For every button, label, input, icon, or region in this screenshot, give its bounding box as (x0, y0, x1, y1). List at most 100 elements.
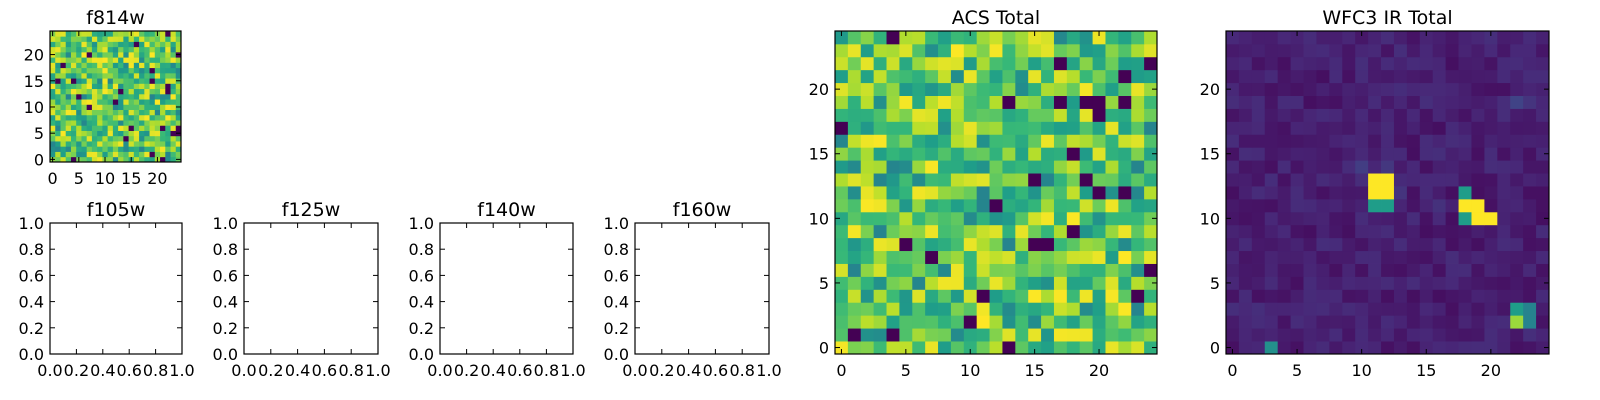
heatmap-cell (1406, 198, 1421, 213)
heatmap-cell (170, 120, 177, 126)
heatmap-cell (1368, 341, 1382, 355)
heatmap-cell (1028, 121, 1042, 135)
heatmap-cell (128, 141, 135, 147)
heatmap-cell (1445, 134, 1459, 148)
heatmap-cell (128, 46, 135, 53)
heatmap-cell (1015, 211, 1029, 226)
heatmap-cell (86, 146, 93, 152)
heatmap-cell (55, 146, 61, 152)
heatmap-cell (835, 328, 849, 342)
heatmap-cell (1303, 173, 1317, 187)
heatmap-cell (1264, 302, 1279, 316)
panel-1: 0.0 0.2 0.4 0.6 0.8 1.00.00.20.40.60.81.0f105… (19, 199, 195, 380)
heatmap-cell (1079, 315, 1093, 329)
heatmap-cell (1290, 108, 1304, 122)
heatmap-cell (963, 302, 978, 316)
heatmap-cell (1406, 186, 1421, 200)
heatmap-cell (1368, 69, 1382, 84)
heatmap-cell (1523, 198, 1537, 213)
heatmap-cell (1536, 224, 1550, 239)
heatmap-cell (154, 104, 161, 110)
heatmap-cell (1053, 302, 1068, 316)
heatmap-cell (1368, 289, 1382, 303)
heatmap-cell (925, 186, 939, 200)
heatmap-cell (899, 95, 913, 109)
heatmap-cell (1079, 224, 1093, 239)
heatmap-cell (1406, 276, 1421, 290)
heatmap-cell (1458, 108, 1472, 122)
heatmap-cell (847, 160, 862, 174)
heatmap-cell (1536, 108, 1550, 122)
heatmap-cell (1015, 302, 1029, 316)
heatmap-cell (1118, 341, 1132, 355)
heatmap-cell (963, 95, 978, 109)
heatmap-cell (97, 146, 103, 152)
heatmap-cell (1484, 56, 1498, 71)
heatmap-cell (1002, 134, 1016, 148)
heatmap-cell (1144, 56, 1158, 71)
heatmap-cell (1329, 224, 1343, 239)
heatmap-cell (1536, 289, 1550, 303)
y-tick-label: 0.2 (409, 319, 434, 338)
heatmap-cell (91, 31, 98, 37)
heatmap-cell (175, 120, 182, 126)
heatmap-cell (1342, 302, 1356, 316)
heatmap-cell (963, 173, 978, 187)
heatmap-cell (963, 82, 978, 96)
heatmap-cell (1368, 31, 1382, 45)
heatmap-cell (989, 250, 1003, 264)
heatmap-cell (1105, 263, 1119, 277)
heatmap-cell (938, 237, 952, 252)
heatmap-cell (1079, 276, 1093, 290)
heatmap-cell (1105, 147, 1119, 161)
heatmap-cell (91, 125, 98, 131)
heatmap-cell (123, 141, 129, 147)
heatmap-cell (1092, 289, 1106, 303)
heatmap-cell (65, 114, 72, 121)
heatmap-cell (149, 99, 156, 105)
heatmap-cell (1329, 31, 1343, 45)
heatmap-cell (1497, 134, 1511, 148)
heatmap-cell (835, 237, 849, 252)
heatmap-cell (1471, 237, 1485, 252)
heatmap-cell (160, 104, 166, 110)
heatmap-cell (139, 51, 145, 58)
heatmap-cell (1251, 302, 1266, 316)
heatmap-cell (963, 56, 978, 71)
heatmap-cell (989, 315, 1003, 329)
heatmap-cell (102, 114, 109, 121)
heatmap-cell (1066, 69, 1081, 84)
heatmap-cell (1406, 237, 1421, 252)
heatmap-cell (1264, 69, 1279, 84)
heatmap-cell (1041, 95, 1055, 109)
heatmap-cell (1484, 237, 1498, 252)
heatmap-cell (1053, 160, 1068, 174)
heatmap-cell (1144, 276, 1158, 290)
heatmap-cell (1303, 341, 1317, 355)
heatmap-cell (1144, 315, 1158, 329)
heatmap-cell (91, 93, 98, 100)
heatmap-cell (1238, 315, 1253, 329)
heatmap-cell (950, 341, 965, 355)
heatmap-cell (899, 224, 913, 239)
heatmap-cell (118, 125, 124, 131)
heatmap-cell (97, 109, 103, 116)
heatmap-cell (1118, 173, 1132, 187)
heatmap-cell (65, 135, 72, 142)
heatmap-cell (1536, 173, 1550, 187)
heatmap-cell (102, 130, 109, 137)
y-tick-label: 0.0 (409, 345, 434, 364)
heatmap-cell (1484, 289, 1498, 303)
heatmap-cell (1497, 69, 1511, 84)
heatmap-cell (50, 151, 56, 158)
heatmap-cell (1053, 198, 1068, 213)
heatmap-cell (899, 82, 913, 96)
heatmap-cell (1053, 147, 1068, 161)
heatmap-cell (1432, 43, 1447, 58)
heatmap-cell (154, 120, 161, 126)
heatmap-cell (1316, 328, 1330, 342)
heatmap-cell (976, 186, 990, 200)
heatmap-cell (1028, 328, 1042, 342)
heatmap-cell (899, 160, 913, 174)
heatmap-cell (91, 67, 98, 74)
